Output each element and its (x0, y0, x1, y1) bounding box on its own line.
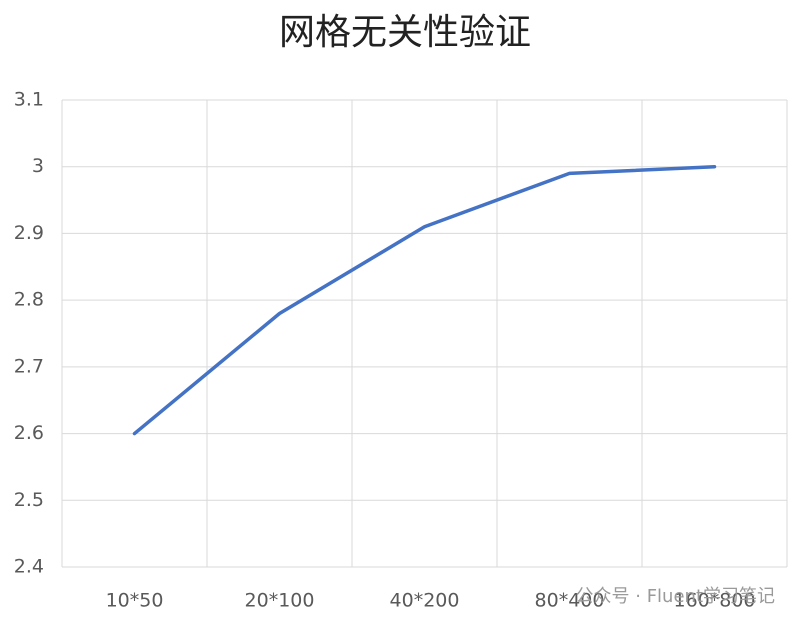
y-tick-label: 2.6 (14, 422, 44, 444)
x-tick-label: 80*400 (535, 590, 605, 612)
y-tick-label: 3.1 (14, 89, 44, 111)
y-tick-label: 2.8 (14, 289, 44, 311)
y-tick-label: 2.9 (14, 222, 44, 244)
x-tick-label: 160*800 (673, 590, 755, 612)
data-line (132, 164, 717, 436)
y-tick-label: 3 (32, 155, 44, 177)
y-tick-label: 2.5 (14, 489, 44, 511)
x-tick-label: 40*200 (390, 590, 460, 612)
plot-area: 2.4 2.5 2.6 2.7 2.8 2.9 3 3.1 10*50 20*100 40*200 8… (14, 89, 788, 612)
watermark: 公众号 · Fluent学习笔记 (576, 586, 775, 607)
y-tick-label: 2.4 (14, 556, 44, 578)
y-tick-label: 2.7 (14, 355, 44, 377)
chart-title: 网格无关性验证 (279, 12, 531, 53)
x-tick-label: 20*100 (245, 590, 315, 612)
x-tick-label: 10*50 (106, 590, 164, 612)
